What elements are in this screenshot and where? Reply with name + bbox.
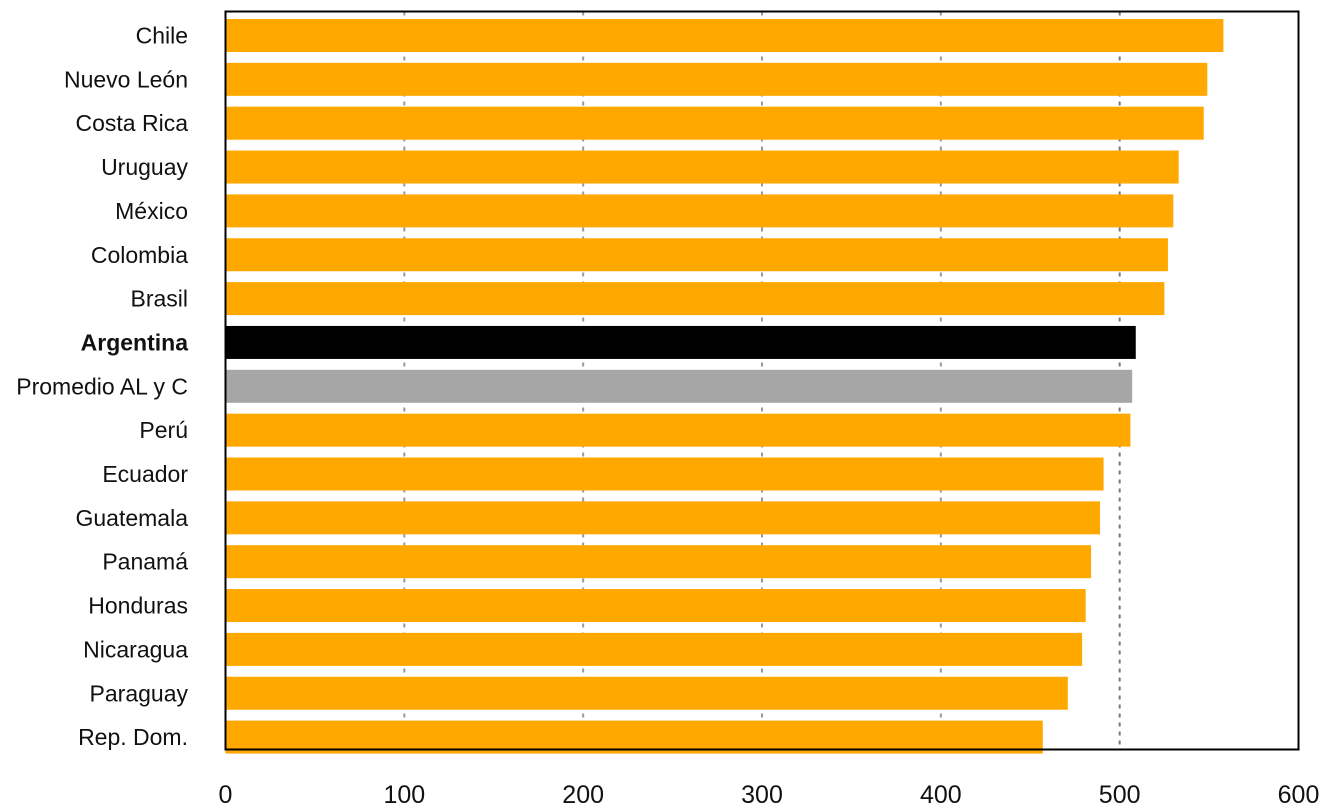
category-label-ecuador: Ecuador bbox=[102, 461, 188, 487]
category-label-argentina: Argentina bbox=[81, 329, 189, 355]
bar-nicaragua bbox=[225, 632, 1083, 666]
bar-ecuador bbox=[225, 457, 1104, 491]
category-label-nuevo-leon: Nuevo León bbox=[64, 66, 188, 92]
category-label-guatemala: Guatemala bbox=[75, 505, 188, 531]
x-tick-label-100: 100 bbox=[383, 781, 425, 809]
x-tick-label-600: 600 bbox=[1278, 781, 1320, 809]
bar-honduras bbox=[225, 589, 1086, 623]
bar-colombia bbox=[225, 238, 1168, 272]
x-tick-label-200: 200 bbox=[562, 781, 604, 809]
category-label-colombia: Colombia bbox=[91, 242, 188, 268]
x-axis-tick-labels: 0 100 200 300 400 500 600 bbox=[219, 781, 1320, 809]
bar-uruguay bbox=[225, 150, 1179, 184]
category-label-rep-dom: Rep. Dom. bbox=[78, 724, 188, 750]
bar-costa-rica bbox=[225, 106, 1204, 140]
bar-chile bbox=[225, 19, 1224, 52]
category-label-promedio-al-y-c: Promedio AL y C bbox=[16, 373, 188, 399]
x-tick-label-500: 500 bbox=[1099, 781, 1141, 809]
category-label-honduras: Honduras bbox=[88, 593, 188, 619]
category-label-nicaragua: Nicaragua bbox=[83, 636, 188, 662]
category-label-peru: Perú bbox=[139, 417, 188, 443]
bar-panama bbox=[225, 545, 1092, 579]
bars bbox=[225, 19, 1224, 754]
bar-peru bbox=[225, 413, 1131, 447]
plot-frame bbox=[224, 10, 1300, 751]
category-label-mexico: México bbox=[115, 198, 188, 224]
bar-rep-dom bbox=[225, 720, 1043, 754]
category-label-panama: Panamá bbox=[102, 549, 188, 575]
category-label-chile: Chile bbox=[136, 23, 188, 49]
bar-mexico bbox=[225, 194, 1174, 228]
category-label-uruguay: Uruguay bbox=[101, 154, 188, 180]
bar-brasil bbox=[225, 282, 1165, 316]
category-label-costa-rica: Costa Rica bbox=[76, 110, 189, 136]
bar-argentina bbox=[225, 325, 1136, 359]
x-tick-label-0: 0 bbox=[219, 781, 233, 809]
bar-promedio-al-y-c bbox=[225, 369, 1133, 403]
category-label-paraguay: Paraguay bbox=[90, 680, 189, 706]
bar-guatemala bbox=[225, 501, 1100, 535]
category-labels: Chile Nuevo León Costa Rica Uruguay México Co… bbox=[16, 23, 188, 751]
bar-nuevo-leon bbox=[225, 62, 1208, 96]
x-tick-label-400: 400 bbox=[920, 781, 962, 809]
x-tick-label-300: 300 bbox=[741, 781, 783, 809]
bar-paraguay bbox=[225, 676, 1068, 710]
category-label-brasil: Brasil bbox=[130, 286, 188, 312]
